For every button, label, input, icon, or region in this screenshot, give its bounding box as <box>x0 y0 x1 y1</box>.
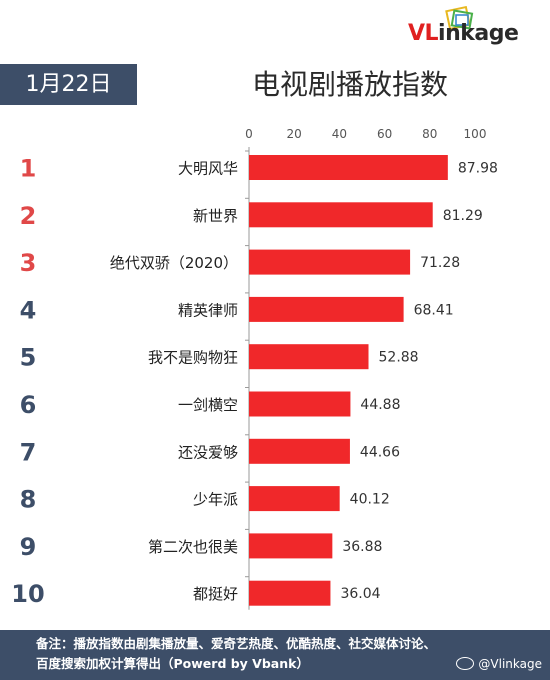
data-label: 44.88 <box>360 397 400 413</box>
category-label: 都挺好 <box>193 585 238 603</box>
category-label: 一剑横空 <box>178 396 238 414</box>
category-label: 我不是购物狂 <box>148 349 238 367</box>
data-label: 52.88 <box>379 350 419 366</box>
category-label: 还没爱够 <box>178 443 238 461</box>
data-label: 71.28 <box>420 255 460 271</box>
bar <box>249 296 404 322</box>
category-label: 精英律师 <box>178 301 238 319</box>
rank-number: 10 <box>11 580 44 608</box>
data-label: 68.41 <box>414 302 454 318</box>
category-label: 新世界 <box>193 207 238 225</box>
bar <box>249 202 433 228</box>
x-tick-label: 80 <box>422 127 437 141</box>
data-label: 81.29 <box>443 208 483 224</box>
vlinkage-logo: VLinkage <box>408 6 533 50</box>
data-label: 87.98 <box>458 161 498 177</box>
rank-number: 3 <box>20 249 37 277</box>
bar <box>249 249 411 275</box>
category-label: 大明风华 <box>178 160 238 178</box>
bar <box>249 438 350 464</box>
rank-number: 9 <box>20 533 37 561</box>
x-tick-label: 60 <box>377 127 392 141</box>
x-tick-label: 0 <box>245 127 253 141</box>
data-label: 40.12 <box>350 492 390 508</box>
category-label: 绝代双骄（2020） <box>110 254 238 272</box>
footer-note-line1: 备注：播放指数由剧集播放量、爱奇艺热度、优酷热度、社交媒体讨论、 <box>36 636 437 651</box>
bar <box>249 391 351 417</box>
footer-note: 备注：播放指数由剧集播放量、爱奇艺热度、优酷热度、社交媒体讨论、 百度搜索加权计… <box>0 630 550 680</box>
bar <box>249 580 331 606</box>
rank-number: 8 <box>20 486 37 514</box>
footer-note-line2: 百度搜索加权计算得出（Powerd by Vbank） <box>36 656 309 671</box>
x-tick-label: 100 <box>464 127 487 141</box>
weibo-handle: @Vlinkage <box>456 656 542 672</box>
rank-number: 7 <box>20 438 37 466</box>
logo-mark-icon <box>445 6 474 31</box>
rank-number: 5 <box>20 344 37 372</box>
category-label: 少年派 <box>193 491 238 509</box>
bar <box>249 155 448 180</box>
x-tick-label: 20 <box>287 127 302 141</box>
logo-text: VLinkage <box>408 21 519 46</box>
data-label: 44.66 <box>360 444 400 460</box>
bar-chart: 0 20 40 60 80 100 1 大明风华 87.98 2 新世界 81.29 3 绝代双骄（202… <box>11 127 498 610</box>
weibo-icon <box>456 657 475 670</box>
data-label: 36.88 <box>342 539 382 555</box>
rank-number: 2 <box>20 202 37 230</box>
data-label: 36.04 <box>340 586 380 602</box>
bar <box>249 533 333 559</box>
bar <box>249 486 340 512</box>
logo-rest: inkage <box>438 21 519 46</box>
rank-number: 6 <box>20 391 37 419</box>
chart-title: 电视剧播放指数 <box>251 68 448 101</box>
rank-number: 4 <box>20 296 37 324</box>
x-tick-label: 40 <box>332 127 347 141</box>
logo-vl: VL <box>408 21 439 46</box>
weibo-handle-text: @Vlinkage <box>478 657 542 671</box>
bar <box>249 344 369 370</box>
category-label: 第二次也很美 <box>148 538 238 556</box>
rank-number: 1 <box>20 155 37 183</box>
date-badge: 1月22日 <box>0 64 137 105</box>
